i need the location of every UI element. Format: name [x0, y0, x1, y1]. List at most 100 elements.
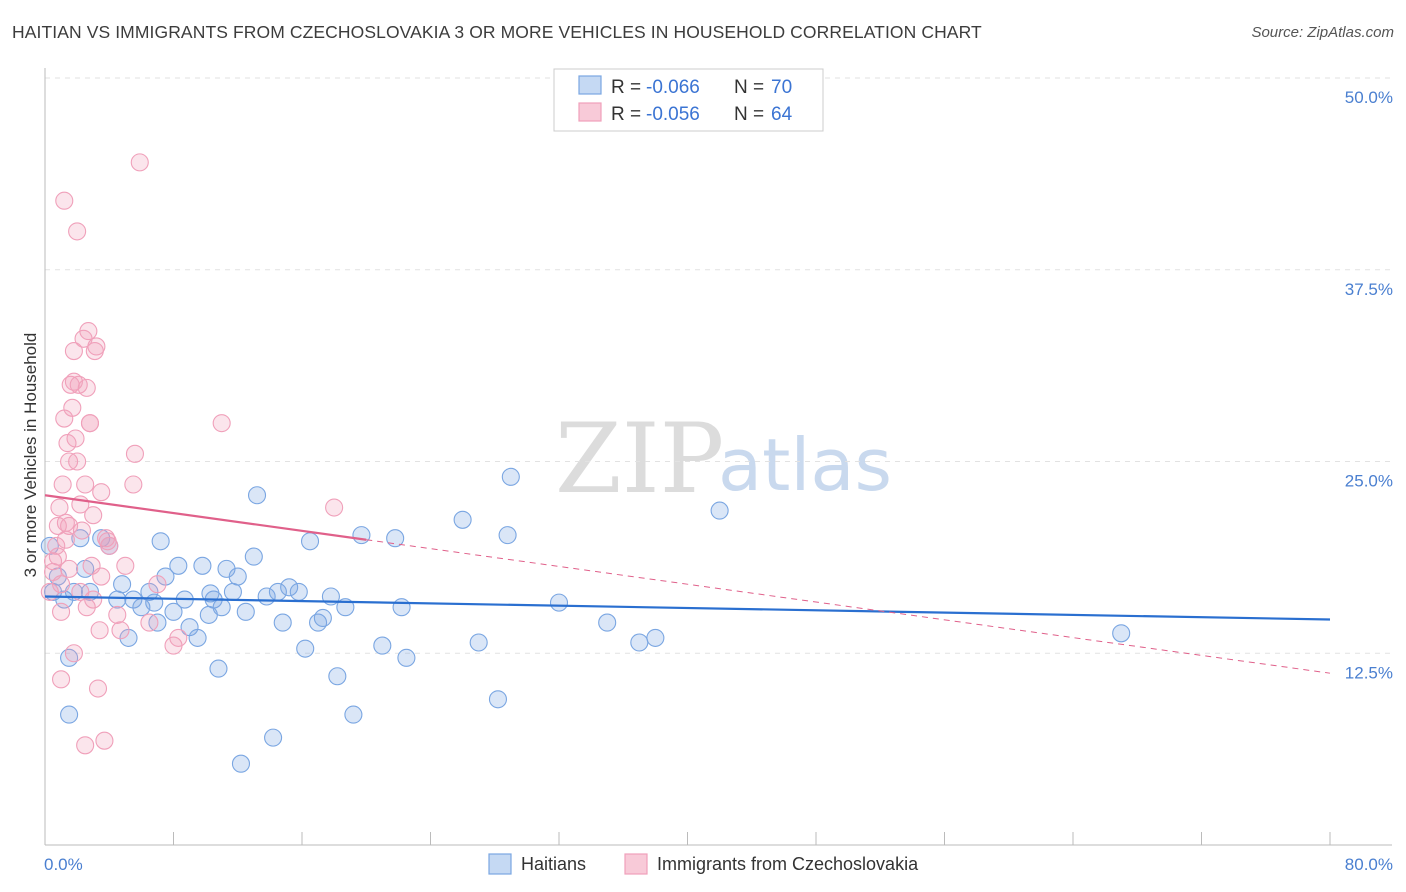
czech-point-48	[212, 414, 231, 433]
legend-r-label-2: R =	[611, 104, 641, 125]
chart-title: HAITIAN VS IMMIGRANTS FROM CZECHOSLOVAKI…	[12, 22, 982, 42]
haitian-point-69	[201, 584, 220, 603]
czech-point-45	[148, 575, 167, 594]
y-tick-label-0: 12.5%	[1345, 663, 1393, 682]
haitian-point-51	[352, 526, 371, 545]
czech-point-60	[48, 547, 67, 566]
haitian-point-41	[280, 578, 299, 597]
haitian-point-68	[231, 754, 251, 773]
haitian-point-53	[386, 529, 405, 548]
legend-r-value-1: -0.066	[646, 77, 700, 98]
czech-point-30	[80, 414, 100, 433]
czech-point-61	[56, 530, 75, 549]
bottom-legend-czechoslovakia: Immigrants from Czechoslovakia	[657, 854, 919, 874]
haitian-point-34	[236, 602, 255, 621]
trend-lines	[44, 494, 1331, 674]
y-tick-label-2: 37.5%	[1345, 280, 1393, 299]
czech-point-41	[124, 475, 143, 494]
czech-point-62	[77, 598, 96, 617]
czech-point-50	[55, 191, 74, 210]
haitian-point-44	[300, 532, 320, 551]
haitian-point-29	[209, 659, 228, 678]
czech-point-32	[84, 506, 103, 525]
czech-point-59	[98, 532, 117, 551]
czech-point-63	[116, 556, 135, 575]
czech-point-42	[125, 444, 144, 463]
haitian-point-55	[397, 648, 416, 667]
czech-point-16	[63, 398, 82, 417]
haitian-point-11	[108, 590, 127, 609]
haitian-point-58	[488, 690, 508, 709]
y-axis-label: 3 or more Vehicles in Household	[21, 333, 40, 578]
haitian-point-6	[71, 529, 90, 548]
haitian-point-42	[289, 582, 308, 601]
haitian-point-22	[169, 556, 188, 575]
bottom-legend-swatch-czechoslovakia	[624, 853, 648, 875]
bottom-legend-haitians: Haitians	[521, 854, 586, 874]
haitian-point-25	[188, 628, 207, 647]
haitian-point-64	[646, 628, 665, 647]
y-tick-labels: 12.5% 25.0% 37.5% 50.0%	[1345, 88, 1393, 682]
legend-n-label-1: N =	[734, 77, 764, 98]
haitian-point-3	[60, 705, 79, 724]
czech-point-43	[130, 153, 149, 172]
czech-point-53	[88, 679, 108, 698]
czech-point-28	[79, 322, 98, 341]
legend-swatch-czechoslovakia	[578, 102, 602, 122]
czech-point-20	[66, 429, 85, 448]
czech-point-44	[140, 613, 159, 632]
haitian-point-43	[296, 639, 315, 658]
czech-point-51	[68, 222, 87, 241]
czech-point-52	[76, 736, 95, 755]
haitian-point-52	[373, 636, 392, 655]
haitian-point-66	[1112, 624, 1131, 643]
watermark-zip: ZIP	[555, 403, 724, 515]
legend-n-value-1: 70	[771, 77, 792, 98]
czech-trend-extension	[366, 539, 1331, 674]
czech-point-35	[92, 483, 111, 502]
haitian-point-63	[630, 633, 649, 652]
haitian-point-12	[113, 575, 132, 594]
czech-point-40	[111, 621, 130, 640]
x-tick-label-0: 0.0%	[44, 855, 83, 874]
haitian-point-59	[498, 526, 517, 545]
haitian-point-38	[264, 728, 283, 747]
haitian-point-35	[244, 547, 263, 566]
czech-point-54	[95, 731, 114, 750]
haitian-point-65	[710, 501, 729, 520]
haitian-point-48	[328, 667, 347, 686]
legend-r-value-2: -0.056	[646, 104, 700, 125]
legend-swatch-haitians	[578, 75, 602, 95]
czech-point-49	[325, 498, 344, 517]
haitian-point-30	[212, 598, 231, 617]
czech-point-36	[92, 567, 111, 586]
czech-point-58	[90, 621, 109, 640]
haitian-point-17	[145, 593, 164, 612]
y-tick-label-1: 25.0%	[1345, 472, 1393, 491]
haitian-point-21	[164, 602, 183, 621]
grid-lines	[45, 77, 1392, 654]
legend-n-label-2: N =	[734, 104, 764, 125]
czech-point-7	[52, 575, 71, 594]
czech-point-27	[77, 378, 96, 397]
czech-point-18	[64, 342, 83, 361]
czech-point-24	[72, 521, 91, 540]
haitian-point-60	[501, 467, 520, 486]
haitian-point-56	[453, 510, 472, 529]
czech-point-39	[108, 605, 127, 624]
x-tick-labels: 0.0% 80.0%	[44, 855, 1393, 874]
watermark-atlas: atlas	[718, 423, 892, 507]
czech-point-21	[68, 452, 87, 471]
czech-point-9	[53, 475, 72, 494]
haitian-point-62	[598, 613, 617, 632]
haitian-point-57	[469, 633, 488, 652]
czech-point-34	[87, 337, 106, 356]
czech-point-6	[52, 602, 71, 621]
haitian-point-19	[151, 532, 170, 551]
legend-n-value-2: 64	[771, 104, 793, 125]
czech-point-5	[50, 498, 69, 517]
haitian-point-33	[228, 567, 247, 586]
haitian-point-54	[392, 598, 411, 617]
axes	[44, 68, 1392, 846]
